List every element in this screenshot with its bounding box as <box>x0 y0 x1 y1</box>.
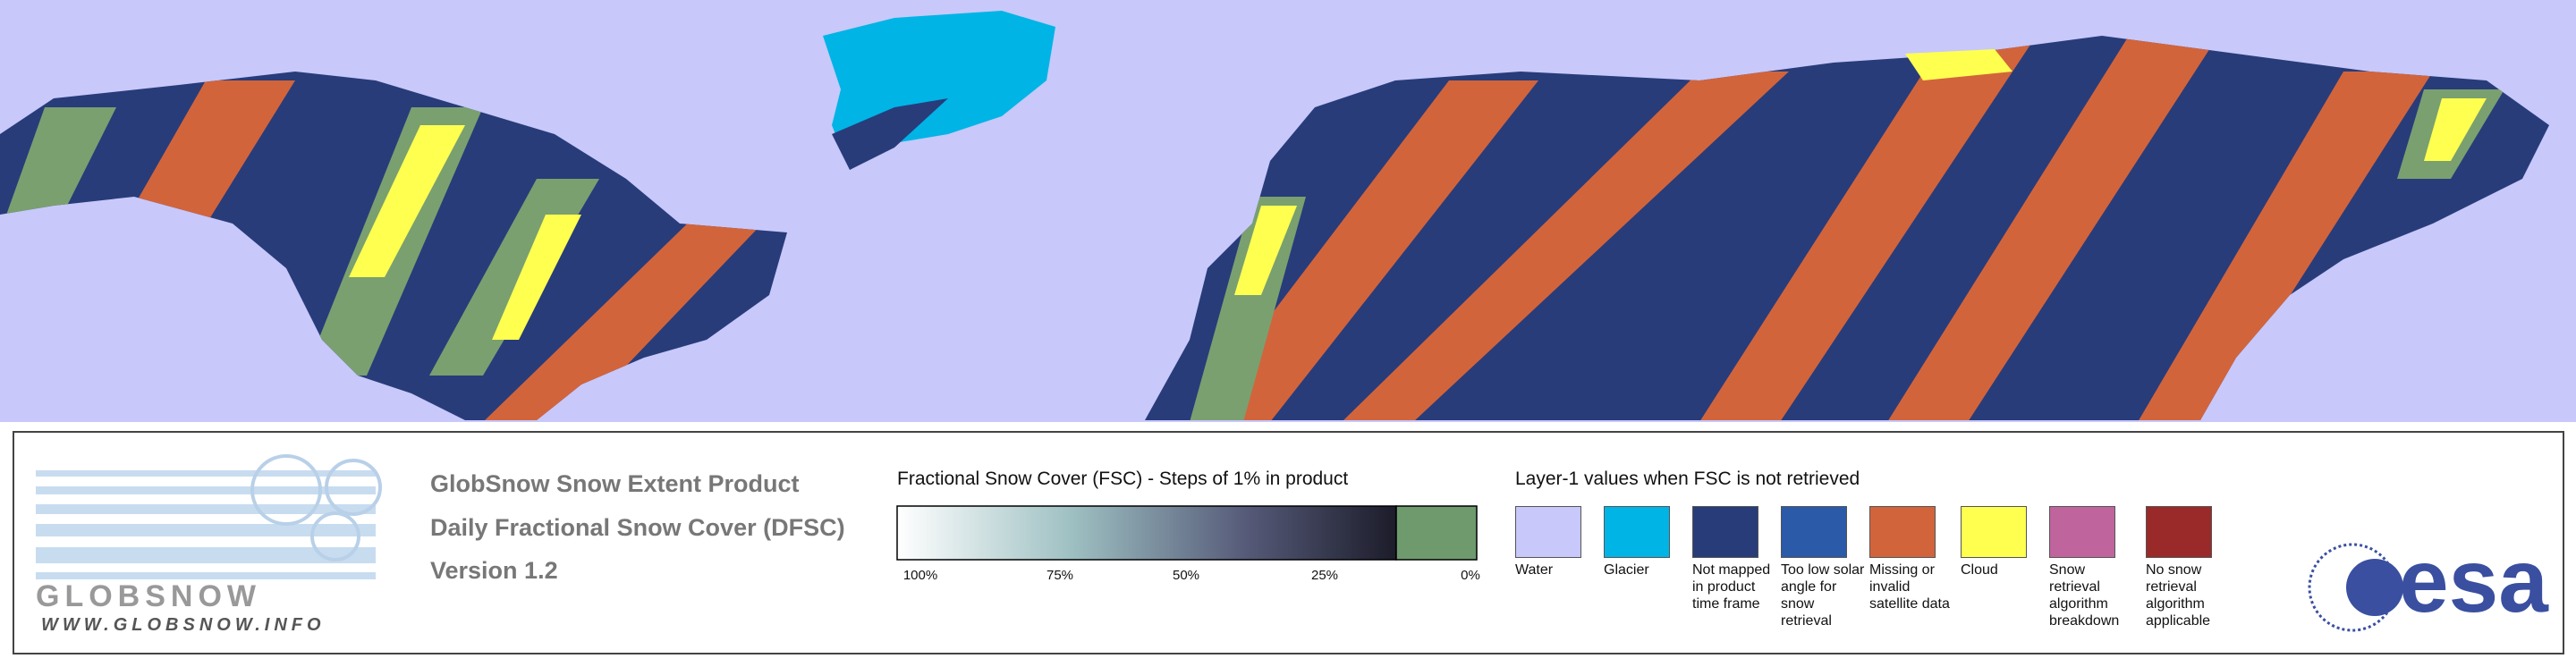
legend-swatch <box>1604 506 1670 558</box>
snowflakes <box>250 454 382 561</box>
fsc-tick: 25% <box>1310 568 1339 583</box>
fsc-tick: 0% <box>1461 568 1480 583</box>
legend-label: Missing or invalid satellite data <box>1869 562 1950 612</box>
greenland-south <box>832 98 948 170</box>
legend-label: Not mapped in product time frame <box>1692 562 1771 612</box>
version: Version 1.2 <box>430 557 558 584</box>
legend-label: Snow retrieval algorithm breakdown <box>2049 562 2120 629</box>
legend-swatch <box>1869 506 1936 558</box>
esa-mark <box>2308 543 2403 632</box>
fsc-tick: 100% <box>902 568 938 583</box>
legend-label: Cloud <box>1961 562 1998 578</box>
logo-name: GLOBSNOW <box>36 579 261 613</box>
legend-swatch <box>2146 506 2212 558</box>
legend-label: Too low solar angle for snow retrieval <box>1781 562 1865 629</box>
legend-swatch <box>2049 506 2115 558</box>
legend-swatch <box>1781 506 1847 558</box>
legend-label: Water <box>1515 562 1554 578</box>
logo-url: WWW.GLOBSNOW.INFO <box>41 615 326 635</box>
legend-swatch <box>1692 506 1758 558</box>
product-title: GlobSnow Snow Extent Product <box>430 470 800 497</box>
product-subtitle: Daily Fractional Snow Cover (DFSC) <box>430 514 845 541</box>
legend-swatch <box>1961 506 2027 558</box>
fsc-zero <box>1395 505 1478 561</box>
esa-logo: esa <box>2399 531 2548 631</box>
layer1-title: Layer-1 values when FSC is not retrieved <box>1515 469 1860 489</box>
svalbard-cloud <box>1905 49 2012 80</box>
fsc-tick: 75% <box>1046 568 1074 583</box>
legend-swatch <box>1515 506 1581 558</box>
fsc-tick: 50% <box>1172 568 1200 583</box>
legend-label: Glacier <box>1604 562 1649 578</box>
fsc-title: Fractional Snow Cover (FSC) - Steps of 1… <box>897 469 1349 489</box>
fsc-gradient <box>896 505 1397 561</box>
legend-label: No snow retrieval algorithm applicable <box>2146 562 2211 629</box>
logo-stripes <box>36 470 376 579</box>
